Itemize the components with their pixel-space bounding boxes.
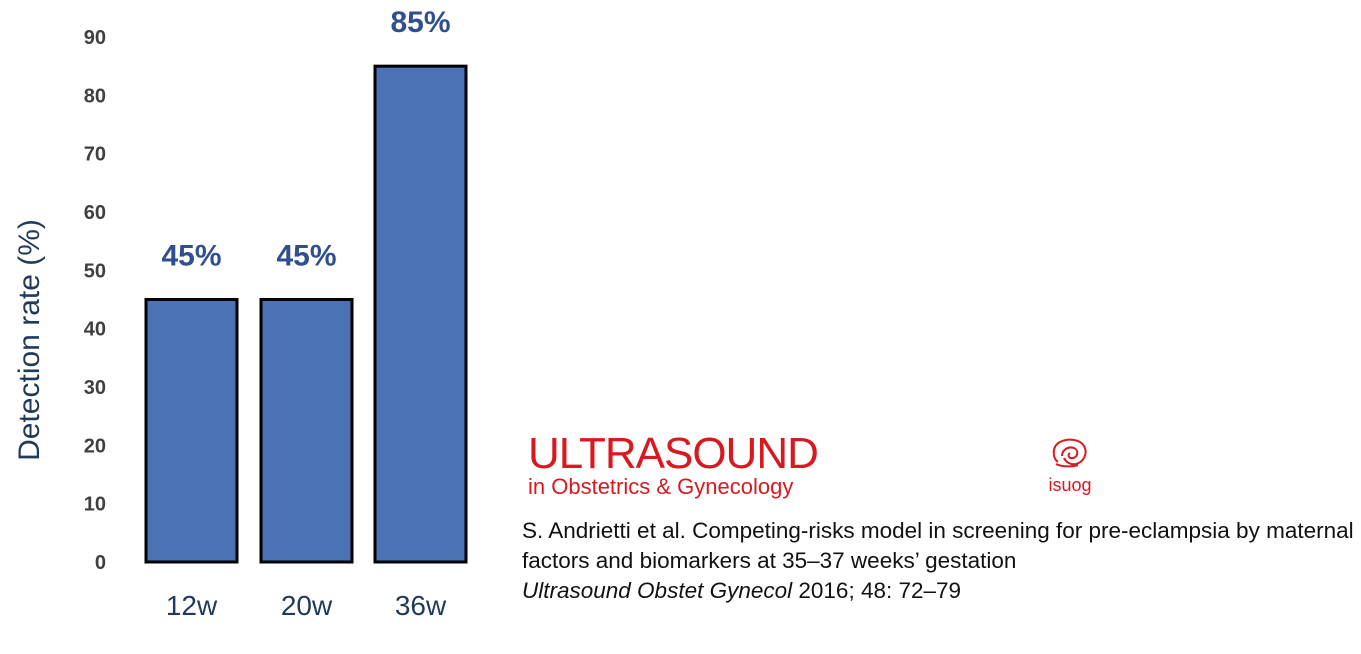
citation: S. Andrietti et al. Competing-risks mode… [522, 516, 1357, 606]
y-axis-ticks: 0 10 20 30 40 50 60 70 80 90 [84, 27, 106, 574]
x-category-label: 20w [281, 590, 333, 621]
x-category-label: 12w [166, 590, 218, 621]
y-tick-label: 30 [84, 377, 106, 399]
bars [146, 66, 466, 562]
bar-data-label: 85% [390, 6, 450, 39]
bar-data-label: 45% [276, 240, 336, 273]
y-tick-label: 10 [84, 494, 106, 516]
isuog-emblem-icon [1048, 436, 1092, 470]
y-tick-label: 60 [84, 202, 106, 224]
citation-details: 2016; 48: 72–79 [792, 578, 961, 603]
x-category-label: 36w [395, 590, 447, 621]
y-tick-label: 80 [84, 85, 106, 107]
bar [375, 66, 466, 562]
bar-data-label: 45% [161, 240, 221, 273]
bar [146, 300, 237, 563]
bar [261, 300, 352, 563]
citation-text: S. Andrietti et al. Competing-risks mode… [522, 518, 1354, 573]
journal-subtitle: in Obstetrics & Gynecology [528, 474, 818, 500]
isuog-logo: isuog [1030, 436, 1110, 496]
journal-logo: ULTRASOUND in Obstetrics & Gynecology [528, 434, 818, 500]
y-tick-label: 40 [84, 319, 106, 341]
y-tick-label: 90 [84, 27, 106, 49]
y-tick-label: 0 [95, 552, 106, 574]
category-labels: 12w 20w 36w [166, 590, 447, 621]
y-tick-label: 20 [84, 435, 106, 457]
citation-journal: Ultrasound Obstet Gynecol [522, 578, 792, 603]
y-axis-title: Detection rate (%) [13, 219, 46, 461]
y-tick-label: 70 [84, 144, 106, 166]
y-tick-label: 50 [84, 260, 106, 282]
isuog-label: isuog [1030, 475, 1110, 496]
journal-title: ULTRASOUND [528, 434, 818, 474]
